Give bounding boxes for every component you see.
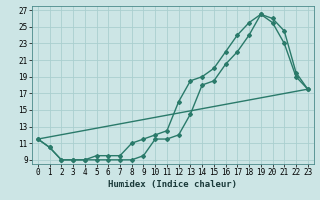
X-axis label: Humidex (Indice chaleur): Humidex (Indice chaleur) — [108, 180, 237, 189]
